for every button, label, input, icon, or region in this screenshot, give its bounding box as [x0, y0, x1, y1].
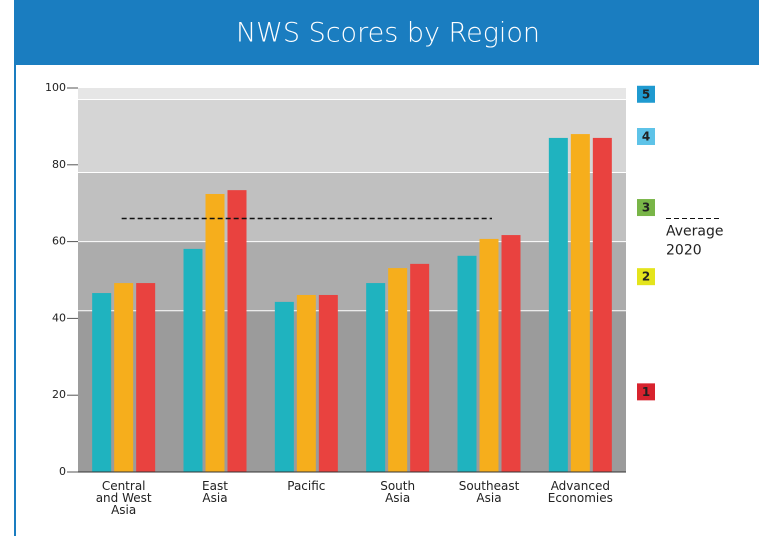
bar [92, 293, 112, 472]
level-band [78, 88, 626, 100]
y-tick-label: 20 [52, 388, 66, 401]
y-tick-label: 0 [59, 465, 66, 478]
level-band [78, 99, 626, 173]
bar [388, 268, 408, 472]
x-tick-line: Asia [385, 491, 410, 505]
bar [136, 283, 156, 472]
bar [274, 301, 294, 472]
level-badge [637, 85, 655, 103]
level-label: 2 [642, 270, 650, 284]
x-tick-line: Economies [548, 491, 613, 505]
level-band [78, 310, 626, 472]
level-label: 4 [642, 130, 650, 144]
x-tick-line: Pacific [287, 479, 325, 493]
bar [548, 137, 568, 473]
header [14, 0, 759, 65]
chart-title: NWS Scores by Region [236, 18, 540, 49]
x-tick-label: Central and West Asia [96, 479, 152, 517]
bar [296, 294, 316, 472]
y-tick-label: 100 [45, 81, 66, 94]
x-tick-line: Advanced [551, 479, 610, 493]
y-tick-label: 80 [52, 158, 66, 171]
bar [410, 263, 430, 472]
level-label: 5 [642, 87, 650, 101]
bar [366, 283, 386, 472]
x-tick-line: Central [102, 479, 146, 493]
bar [205, 193, 225, 472]
x-tick-line: South [380, 479, 415, 493]
bar [318, 294, 338, 472]
bar [592, 137, 612, 473]
x-tick-line: and West [96, 491, 152, 505]
x-tick-label: South Asia [380, 479, 415, 505]
average-label: Average 2020 [666, 224, 724, 259]
left-border [14, 65, 16, 536]
bar [501, 235, 521, 472]
level-label: 3 [642, 201, 650, 215]
x-tick-line: Asia [202, 491, 227, 505]
y-tick-label: 60 [52, 235, 66, 248]
level-badge [637, 268, 655, 286]
average-label-line: 2020 [666, 243, 702, 259]
bar [479, 238, 499, 472]
level-badge [637, 383, 655, 401]
level-badge [637, 128, 655, 145]
y-tick-label: 40 [52, 311, 66, 324]
bar [227, 190, 247, 473]
level-badge [637, 199, 655, 217]
average-label-line: Average [666, 224, 724, 240]
level-label: 1 [642, 385, 650, 399]
x-tick-line: Asia [476, 491, 501, 505]
bar [183, 248, 203, 472]
x-tick-line: East [202, 479, 228, 493]
level-band [78, 241, 626, 311]
x-tick-label: Advanced Economies [548, 479, 613, 505]
x-tick-label: Pacific [287, 479, 325, 493]
bar [457, 255, 477, 472]
x-tick-line: Southeast [459, 479, 520, 493]
bar [570, 134, 590, 472]
x-tick-label: Southeast Asia [459, 479, 520, 505]
level-band [78, 172, 626, 242]
bar [114, 283, 134, 472]
x-tick-label: East Asia [202, 479, 228, 505]
x-tick-line: Asia [111, 503, 136, 517]
